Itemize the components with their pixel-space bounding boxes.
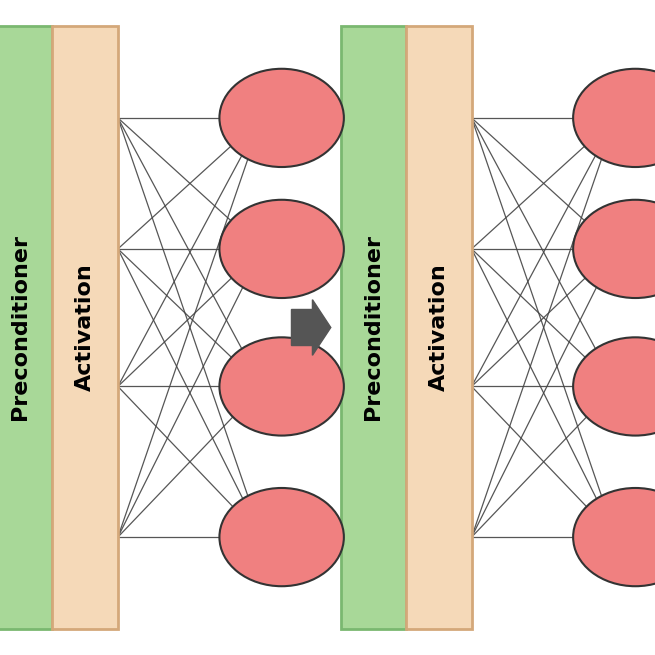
FancyArrow shape xyxy=(291,300,331,355)
Ellipse shape xyxy=(219,337,344,436)
Ellipse shape xyxy=(573,69,655,167)
Ellipse shape xyxy=(219,69,344,167)
Text: Preconditioner: Preconditioner xyxy=(364,234,383,421)
Bar xyxy=(0,26,52,629)
Ellipse shape xyxy=(573,200,655,298)
Bar xyxy=(406,26,472,629)
Text: Preconditioner: Preconditioner xyxy=(10,234,29,421)
Bar xyxy=(52,26,118,629)
Ellipse shape xyxy=(573,337,655,436)
Ellipse shape xyxy=(219,200,344,298)
Text: Activation: Activation xyxy=(75,263,95,392)
Ellipse shape xyxy=(573,488,655,586)
Bar xyxy=(341,26,406,629)
Text: Activation: Activation xyxy=(429,263,449,392)
Ellipse shape xyxy=(219,488,344,586)
